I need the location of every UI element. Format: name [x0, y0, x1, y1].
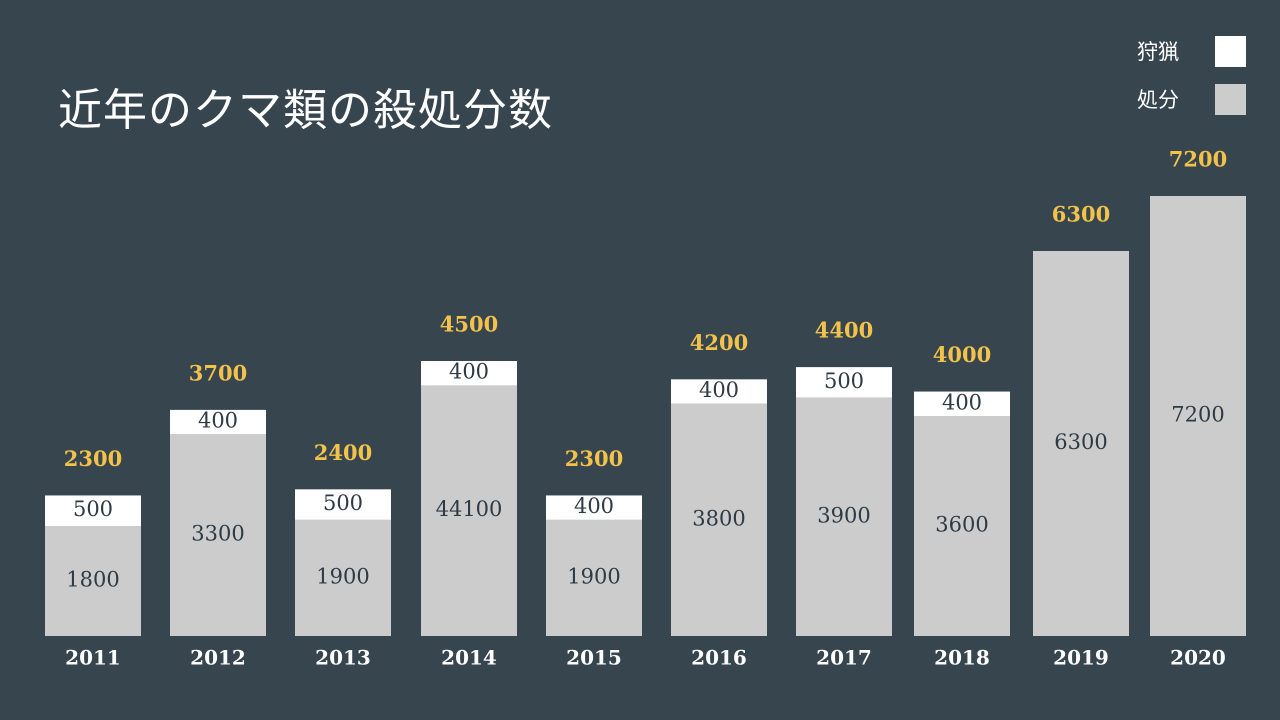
value-label-disposal-2017: 3900 — [817, 503, 870, 527]
value-label-hunting-2012: 400 — [198, 409, 238, 433]
chart-title: 近年のクマ類の殺処分数 — [58, 85, 553, 136]
bar-disposal-2012 — [170, 434, 266, 636]
x-tick-label-2018: 2018 — [934, 646, 990, 670]
legend-item-disposal: 処分 — [1137, 82, 1246, 116]
total-label-2015: 2300 — [565, 446, 623, 471]
total-label-2016: 4200 — [690, 330, 748, 355]
total-label-2013: 2400 — [314, 440, 372, 465]
value-label-disposal-2013: 1900 — [316, 564, 369, 588]
bar-hunting-2013 — [295, 489, 391, 520]
x-tick-label-2011: 2011 — [65, 646, 121, 670]
value-label-hunting-2014: 400 — [449, 360, 489, 384]
bar-hunting-2016 — [671, 379, 767, 404]
total-label-2012: 3700 — [189, 360, 247, 385]
bar-disposal-2020 — [1150, 196, 1246, 636]
total-label-2018: 4000 — [933, 342, 991, 367]
total-label-2017: 4400 — [815, 318, 873, 343]
legend-label-disposal: 処分 — [1137, 88, 1179, 112]
total-label-2014: 4500 — [440, 312, 498, 337]
legend-swatch-hunting — [1215, 35, 1246, 67]
legend-item-hunting: 狩猟 — [1137, 34, 1246, 68]
bar-hunting-2015 — [546, 495, 642, 520]
bar-disposal-2018 — [914, 416, 1010, 636]
value-label-disposal-2018: 3600 — [935, 513, 988, 537]
total-label-2019: 6300 — [1052, 202, 1110, 227]
bar-disposal-2013 — [295, 519, 391, 636]
bar-disposal-2019 — [1033, 251, 1129, 636]
x-tick-label-2016: 2016 — [691, 646, 747, 670]
legend-swatch-disposal — [1215, 83, 1246, 115]
x-tick-label-2012: 2012 — [190, 646, 246, 670]
bar-hunting-2018 — [914, 391, 1010, 416]
value-label-disposal-2015: 1900 — [567, 564, 620, 588]
bar-disposal-2014 — [421, 385, 517, 636]
value-label-hunting-2011: 500 — [73, 497, 113, 521]
value-label-disposal-2014: 44100 — [436, 497, 503, 521]
value-label-disposal-2019: 6300 — [1054, 430, 1107, 454]
value-label-disposal-2016: 3800 — [692, 506, 745, 530]
value-label-disposal-2020: 7200 — [1171, 403, 1224, 427]
bar-disposal-2016 — [671, 403, 767, 636]
bar-hunting-2011 — [45, 495, 141, 526]
value-label-hunting-2016: 400 — [699, 378, 739, 402]
value-label-hunting-2013: 500 — [323, 491, 363, 515]
value-label-hunting-2017: 500 — [824, 369, 864, 393]
legend: 狩猟 処分 — [1137, 34, 1246, 130]
bar-hunting-2012 — [170, 409, 266, 435]
x-tick-label-2014: 2014 — [441, 646, 497, 670]
bar-disposal-2017 — [796, 397, 892, 636]
total-label-2011: 2300 — [64, 446, 122, 471]
value-label-hunting-2018: 400 — [942, 390, 982, 414]
total-label-2020: 7200 — [1169, 147, 1227, 172]
bar-hunting-2014 — [421, 361, 517, 386]
legend-label-hunting: 狩猟 — [1137, 40, 1179, 64]
x-tick-label-2013: 2013 — [315, 646, 371, 670]
x-tick-label-2019: 2019 — [1053, 646, 1109, 670]
value-label-disposal-2011: 1800 — [66, 568, 119, 592]
x-tick-label-2015: 2015 — [566, 646, 622, 670]
bar-disposal-2015 — [546, 519, 642, 636]
bar-hunting-2017 — [796, 367, 892, 398]
value-label-disposal-2012: 3300 — [191, 522, 244, 546]
x-tick-label-2020: 2020 — [1170, 646, 1226, 670]
bar-disposal-2011 — [45, 526, 141, 636]
x-tick-label-2017: 2017 — [816, 646, 872, 670]
value-label-hunting-2015: 400 — [574, 494, 614, 518]
